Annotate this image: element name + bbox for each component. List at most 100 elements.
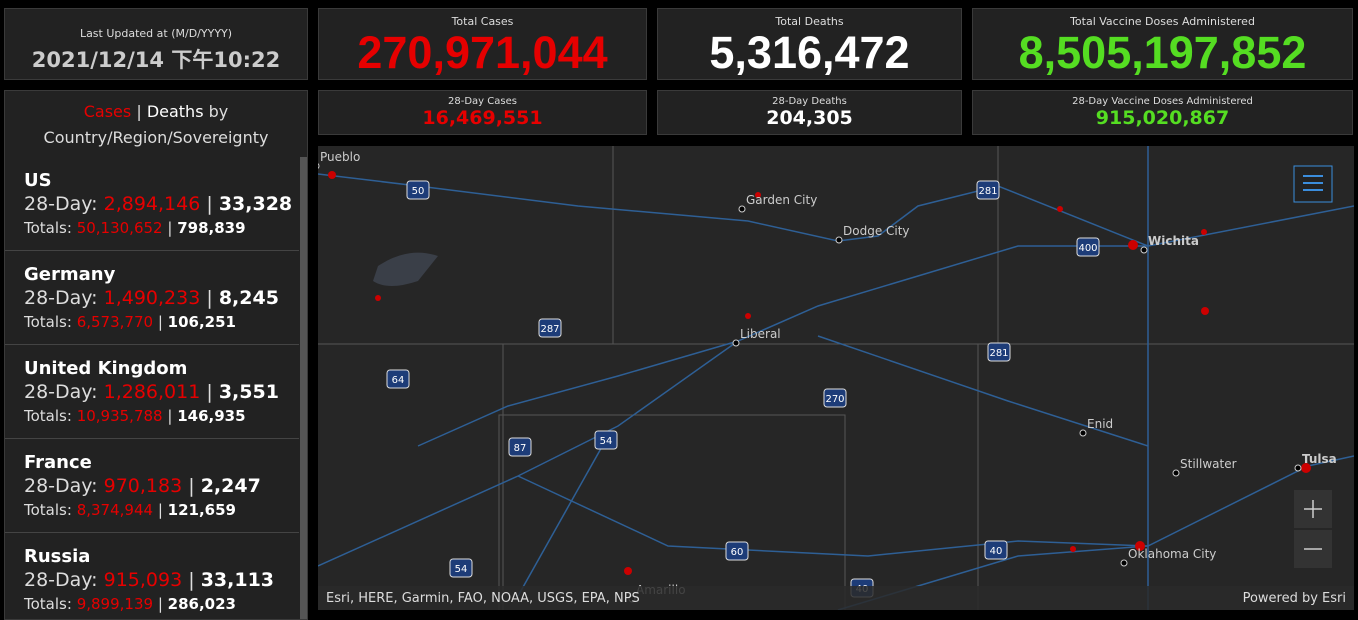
city-label: Pueblo xyxy=(320,150,360,164)
city-dot xyxy=(318,163,320,169)
day28-label: 28-Day: xyxy=(24,381,98,403)
day28-deaths: 33,113 xyxy=(200,569,275,591)
stat-value: 16,469,551 xyxy=(422,107,543,129)
stat-panel: Total Deaths 5,316,472 xyxy=(657,8,962,80)
total-cases: 8,374,944 xyxy=(76,501,154,519)
country-name: Germany xyxy=(24,264,116,285)
layer-list-button[interactable] xyxy=(1293,165,1333,203)
city-dot xyxy=(738,205,746,213)
stat-panel: Total Vaccine Doses Administered 8,505,19… xyxy=(972,8,1353,80)
totals-label: Totals: xyxy=(24,595,72,613)
shield-number: 54 xyxy=(455,564,468,575)
country-item[interactable]: Russia 28-Day: 915,093 | 33,113 Totals: 9,… xyxy=(5,534,299,619)
day28-row: 28-Day: 1,286,011 | 3,551 xyxy=(24,380,299,405)
day28-deaths: 8,245 xyxy=(218,287,279,309)
cities: Pueblo Garden City Dodge City Wichita Libera… xyxy=(318,150,1337,603)
shield xyxy=(976,180,1000,200)
stat-panel: 28-Day Cases 16,469,551 xyxy=(318,90,647,135)
totals-label: Totals: xyxy=(24,219,72,237)
day28-label: 28-Day: xyxy=(24,287,98,309)
shield-number: 281 xyxy=(978,186,997,197)
country-item[interactable]: US 28-Day: 2,894,146 | 33,328 Totals: 50,1… xyxy=(5,158,299,251)
totals-row: Totals: 8,374,944 | 121,659 xyxy=(24,499,299,521)
stat-label: 28-Day Deaths xyxy=(772,96,847,107)
zoom-out[interactable] xyxy=(1294,530,1332,568)
day28-deaths: 2,247 xyxy=(200,475,261,497)
country-name: US xyxy=(24,170,52,191)
totals-row: Totals: 50,130,652 | 798,839 xyxy=(24,217,299,239)
list-header: Cases | Deaths by Country/Region/Soverei… xyxy=(5,99,307,151)
total-deaths: 146,935 xyxy=(177,407,246,425)
shield-number: 60 xyxy=(731,547,744,558)
stat-label: 28-Day Vaccine Doses Administered xyxy=(1072,96,1253,107)
day28-cases: 1,490,233 xyxy=(103,287,201,309)
separator: | xyxy=(136,102,142,121)
totals-label: Totals: xyxy=(24,501,72,519)
country-name: United Kingdom xyxy=(24,358,188,379)
shield xyxy=(1076,237,1100,257)
last-updated-panel: Last Updated at (M/D/YYYY) 2021/12/14 下午… xyxy=(4,8,308,80)
stat-value: 5,316,472 xyxy=(709,27,910,78)
day28-cases: 915,093 xyxy=(103,569,183,591)
map[interactable]: Pueblo Garden City Dodge City Wichita Libera… xyxy=(318,146,1354,610)
day28-deaths: 3,551 xyxy=(218,381,279,403)
city-dot xyxy=(732,339,740,347)
powered-by[interactable]: Powered by Esri xyxy=(1243,591,1346,606)
stat-panel: 28-Day Vaccine Doses Administered 915,020… xyxy=(972,90,1353,135)
stat-panel: 28-Day Deaths 204,305 xyxy=(657,90,962,135)
separator: | xyxy=(206,193,213,215)
day28-row: 28-Day: 2,894,146 | 33,328 xyxy=(24,192,299,217)
totals-row: Totals: 6,573,770 | 106,251 xyxy=(24,311,299,333)
shield xyxy=(984,540,1008,560)
shield xyxy=(594,430,618,450)
day28-label: 28-Day: xyxy=(24,193,98,215)
stat-value: 204,305 xyxy=(766,107,853,129)
map-bg xyxy=(318,146,1354,610)
shield xyxy=(386,369,410,389)
stat-value: 8,505,197,852 xyxy=(1018,27,1307,78)
shield xyxy=(725,541,749,561)
totals-label: Totals: xyxy=(24,313,72,331)
country-item[interactable]: United Kingdom 28-Day: 1,286,011 | 3,551 T… xyxy=(5,346,299,439)
lake xyxy=(373,252,438,286)
country-item[interactable]: Germany 28-Day: 1,490,233 | 8,245 Totals: … xyxy=(5,252,299,345)
total-cases: 10,935,788 xyxy=(76,407,163,425)
shield-number: 40 xyxy=(990,546,1003,557)
country-item[interactable]: France 28-Day: 970,183 | 2,247 Totals: 8,3… xyxy=(5,440,299,533)
subtitle-by: by xyxy=(208,102,229,121)
shield-number: 64 xyxy=(392,375,405,386)
stat-label: Total Deaths xyxy=(775,15,844,28)
attribution-bar xyxy=(318,586,1354,610)
shield xyxy=(508,437,532,457)
city-label: Oklahoma City xyxy=(1128,547,1216,561)
last-updated-label: Last Updated at (M/D/YYYY) xyxy=(79,27,233,40)
day28-cases: 970,183 xyxy=(103,475,183,497)
day28-row: 28-Day: 970,183 | 2,247 xyxy=(24,474,299,499)
total-cases: 50,130,652 xyxy=(76,219,163,237)
stat-value: 915,020,867 xyxy=(1095,107,1230,129)
total-deaths: 286,023 xyxy=(167,595,236,613)
city-dot xyxy=(835,236,843,244)
city-label: Wichita xyxy=(1148,234,1199,248)
separator: | xyxy=(157,595,163,613)
borders xyxy=(318,146,1354,610)
city-label: Tulsa xyxy=(1302,452,1337,466)
stat-label: 28-Day Cases xyxy=(448,96,517,107)
shield-number: 50 xyxy=(412,186,425,197)
city-dot xyxy=(1079,429,1087,437)
separator: | xyxy=(206,381,213,403)
totals-label: Totals: xyxy=(24,407,72,425)
country-name: Russia xyxy=(24,546,91,567)
shield-number: 287 xyxy=(540,324,559,335)
shield xyxy=(449,558,473,578)
cases-tab[interactable]: Cases xyxy=(83,102,132,121)
total-deaths: 121,659 xyxy=(167,501,236,519)
deaths-tab[interactable]: Deaths xyxy=(146,102,204,121)
separator: | xyxy=(206,287,213,309)
scrollbar[interactable] xyxy=(300,157,307,619)
city-label: Garden City xyxy=(746,193,817,207)
stat-label: Total Cases xyxy=(451,15,514,28)
day28-row: 28-Day: 1,490,233 | 8,245 xyxy=(24,286,299,311)
zoom-in[interactable] xyxy=(1294,490,1332,528)
